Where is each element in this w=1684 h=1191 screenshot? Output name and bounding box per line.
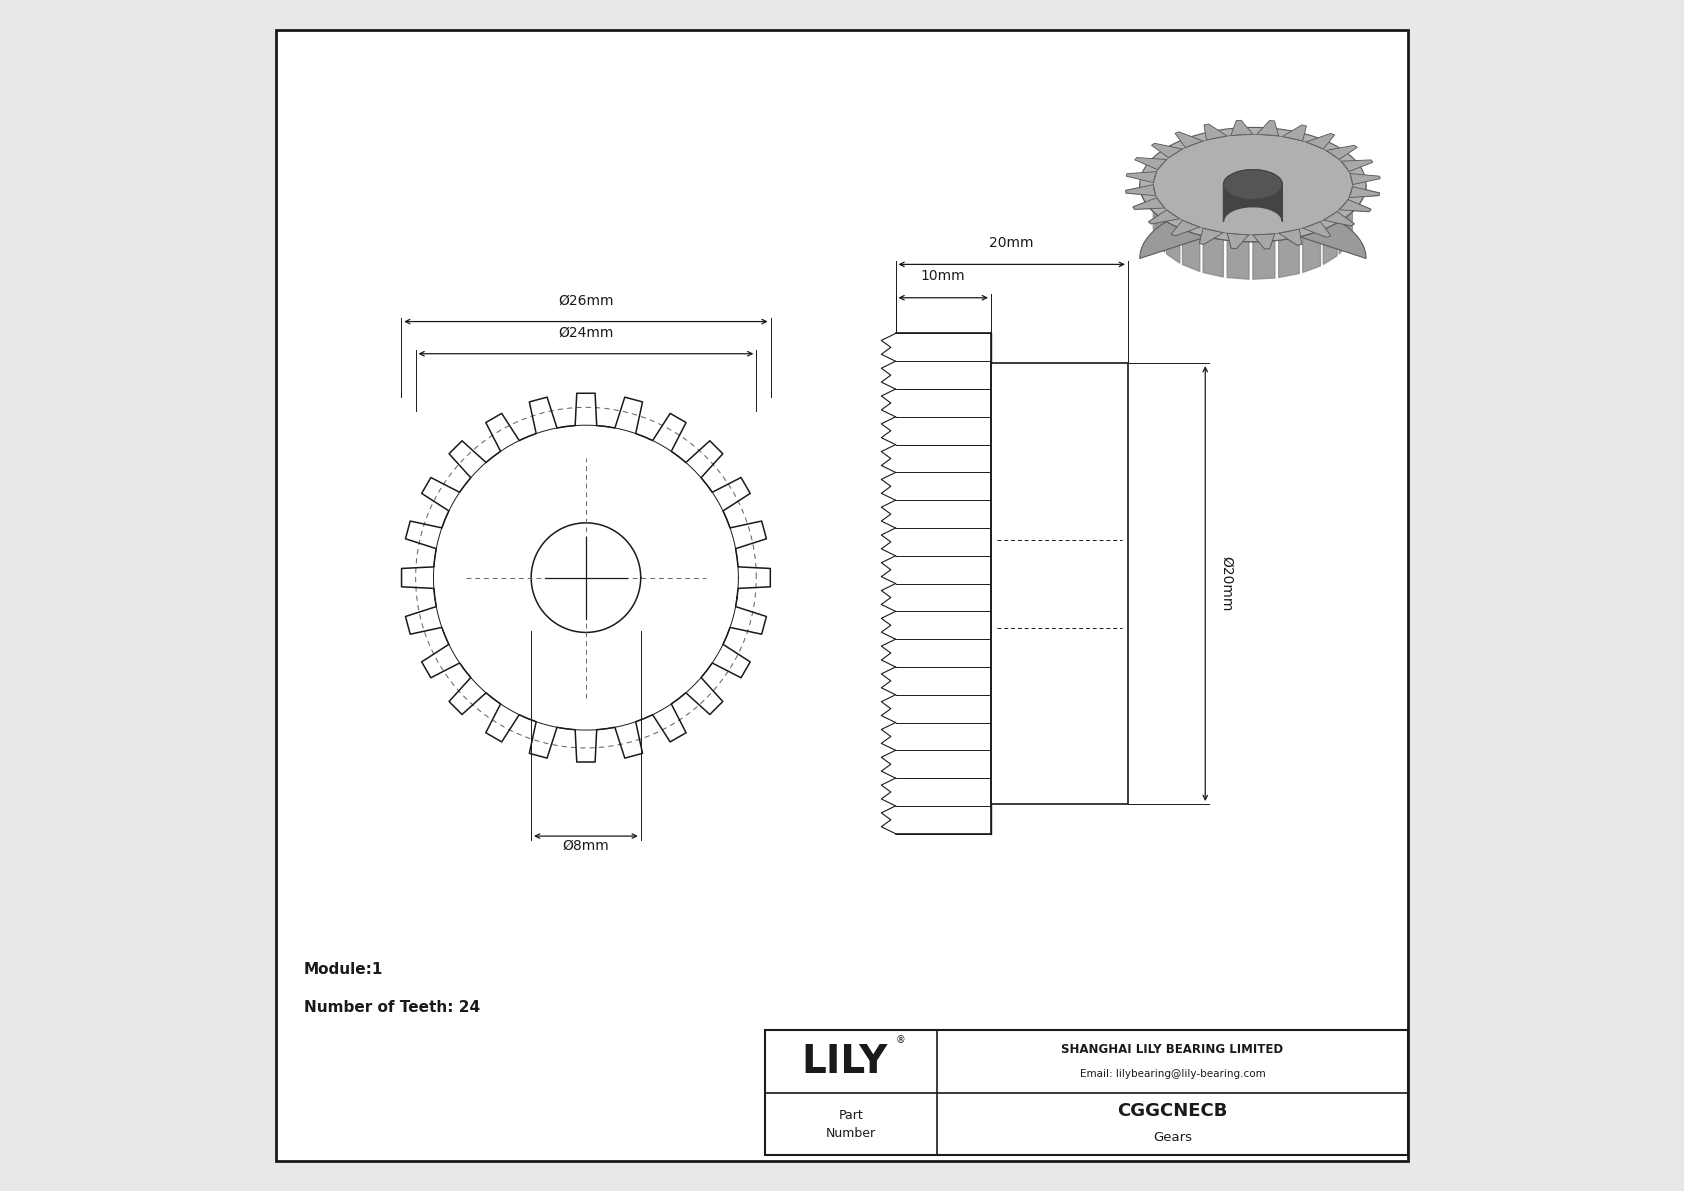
Polygon shape	[1349, 187, 1379, 198]
Polygon shape	[1339, 200, 1371, 254]
Text: Email: lilybearing@lily-bearing.com: Email: lilybearing@lily-bearing.com	[1079, 1068, 1265, 1079]
Text: CGGCNECB: CGGCNECB	[1116, 1102, 1228, 1121]
Polygon shape	[1324, 212, 1354, 226]
Polygon shape	[1253, 233, 1275, 279]
Polygon shape	[1340, 160, 1372, 172]
Polygon shape	[1253, 233, 1275, 249]
Polygon shape	[1204, 124, 1228, 141]
Polygon shape	[1278, 229, 1302, 245]
Text: Ø8mm: Ø8mm	[562, 838, 610, 853]
Polygon shape	[1125, 185, 1155, 195]
Polygon shape	[1127, 172, 1157, 182]
Polygon shape	[1339, 200, 1371, 212]
Text: Part
Number: Part Number	[825, 1109, 876, 1140]
Polygon shape	[1325, 145, 1357, 160]
Polygon shape	[1303, 222, 1330, 237]
Text: 10mm: 10mm	[921, 269, 965, 283]
Polygon shape	[1303, 222, 1330, 273]
Polygon shape	[1170, 220, 1199, 236]
Text: Module:1: Module:1	[303, 962, 382, 978]
Text: Number of Teeth: 24: Number of Teeth: 24	[303, 1000, 480, 1016]
Ellipse shape	[1224, 170, 1282, 199]
Polygon shape	[1170, 220, 1199, 272]
Polygon shape	[1140, 185, 1366, 258]
Ellipse shape	[1140, 127, 1366, 242]
Polygon shape	[1148, 210, 1180, 224]
Text: LILY: LILY	[802, 1043, 887, 1080]
Polygon shape	[1231, 120, 1253, 136]
Polygon shape	[1135, 157, 1167, 169]
Polygon shape	[1351, 174, 1381, 185]
Polygon shape	[1125, 185, 1155, 241]
Text: SHANGHAI LILY BEARING LIMITED: SHANGHAI LILY BEARING LIMITED	[1061, 1043, 1283, 1056]
Polygon shape	[1278, 229, 1302, 278]
Polygon shape	[1175, 132, 1202, 148]
Polygon shape	[1133, 198, 1165, 210]
Polygon shape	[1324, 212, 1354, 264]
Polygon shape	[1349, 187, 1379, 242]
Text: Ø26mm: Ø26mm	[557, 293, 613, 307]
Text: Gears: Gears	[1154, 1131, 1192, 1143]
Polygon shape	[1199, 229, 1223, 244]
Bar	[765, 1030, 1408, 1155]
Text: ®: ®	[896, 1035, 906, 1046]
Polygon shape	[1228, 233, 1250, 279]
Bar	[990, 363, 1128, 804]
Polygon shape	[1133, 198, 1165, 252]
Polygon shape	[1228, 233, 1250, 249]
Polygon shape	[1224, 170, 1282, 222]
Text: Ø20mm: Ø20mm	[1219, 556, 1234, 611]
Polygon shape	[1148, 210, 1180, 263]
Polygon shape	[1199, 229, 1223, 278]
Text: Ø24mm: Ø24mm	[559, 325, 613, 339]
Polygon shape	[1283, 125, 1307, 141]
Text: 20mm: 20mm	[990, 236, 1034, 250]
Polygon shape	[1152, 143, 1182, 157]
Polygon shape	[1256, 120, 1278, 136]
Polygon shape	[1307, 133, 1335, 149]
